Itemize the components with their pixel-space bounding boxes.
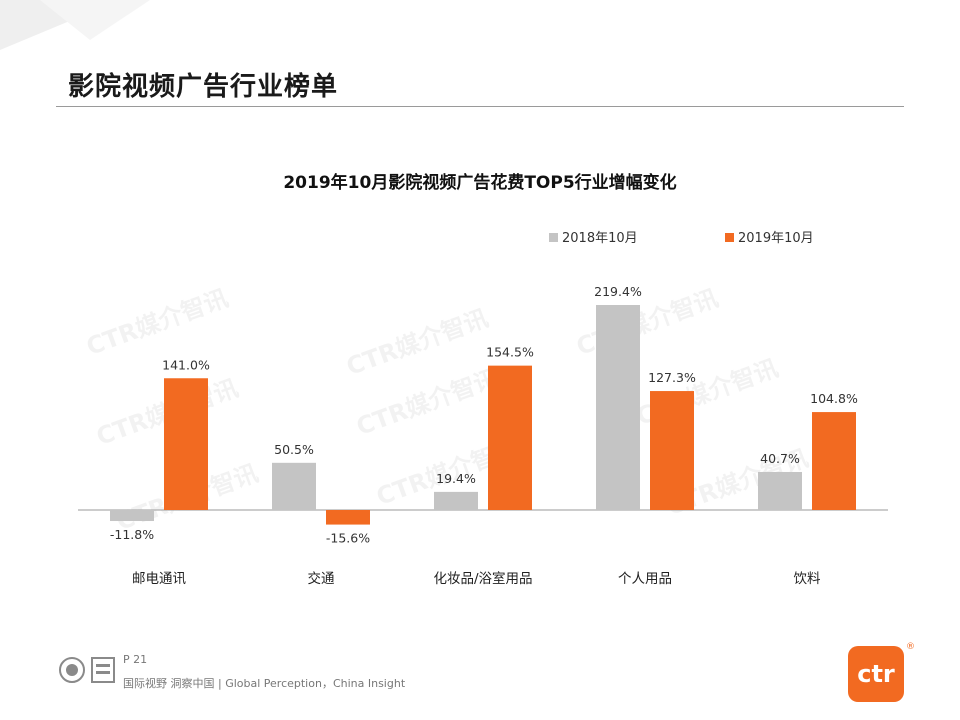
legend-swatch — [549, 233, 558, 242]
legend-label: 2019年10月 — [738, 231, 814, 246]
watermark-text: CTR媒介智讯 — [83, 284, 232, 361]
bar — [110, 510, 154, 522]
bar — [596, 305, 640, 510]
data-label: 104.8% — [810, 391, 858, 406]
legend-swatch — [725, 233, 734, 242]
data-label: 154.5% — [486, 345, 534, 360]
category-label: 交通 — [308, 570, 335, 587]
footer-slogan: 国际视野 洞察中国 | Global Perception，China Insi… — [123, 677, 406, 690]
legend-label: 2018年10月 — [562, 231, 638, 246]
data-label: 40.7% — [760, 451, 800, 466]
data-label: 127.3% — [648, 370, 696, 385]
watermark-text: CTR媒介智讯 — [343, 304, 492, 381]
bar — [272, 462, 316, 510]
data-label: 219.4% — [594, 284, 642, 299]
bar — [488, 365, 532, 510]
certification-logos — [58, 652, 118, 692]
title-divider — [56, 106, 904, 107]
category-label: 饮料 — [794, 571, 822, 587]
data-label: 19.4% — [436, 471, 476, 486]
category-label: 化妆品/浴室用品 — [433, 570, 532, 587]
bar — [164, 378, 208, 510]
bar — [326, 510, 370, 525]
bar — [434, 491, 478, 510]
page-title: 影院视频广告行业榜单 — [68, 72, 339, 102]
data-label: -15.6% — [326, 531, 370, 546]
bar — [650, 391, 694, 510]
category-label: 邮电通讯 — [132, 571, 186, 587]
watermark-text: CTR媒介智讯 — [353, 364, 502, 441]
chart-title: 2019年10月影院视频广告花费TOP5行业增幅变化 — [283, 172, 676, 193]
category-label: 个人用品 — [618, 571, 672, 587]
data-label: 141.0% — [162, 357, 210, 372]
data-label: -11.8% — [110, 527, 154, 542]
bar — [812, 412, 856, 510]
page-number: P 21 — [123, 653, 148, 666]
bar — [758, 471, 802, 510]
data-label: 50.5% — [274, 442, 314, 457]
ctr-logo: ctr — [848, 646, 904, 702]
registered-mark: ® — [906, 642, 915, 652]
